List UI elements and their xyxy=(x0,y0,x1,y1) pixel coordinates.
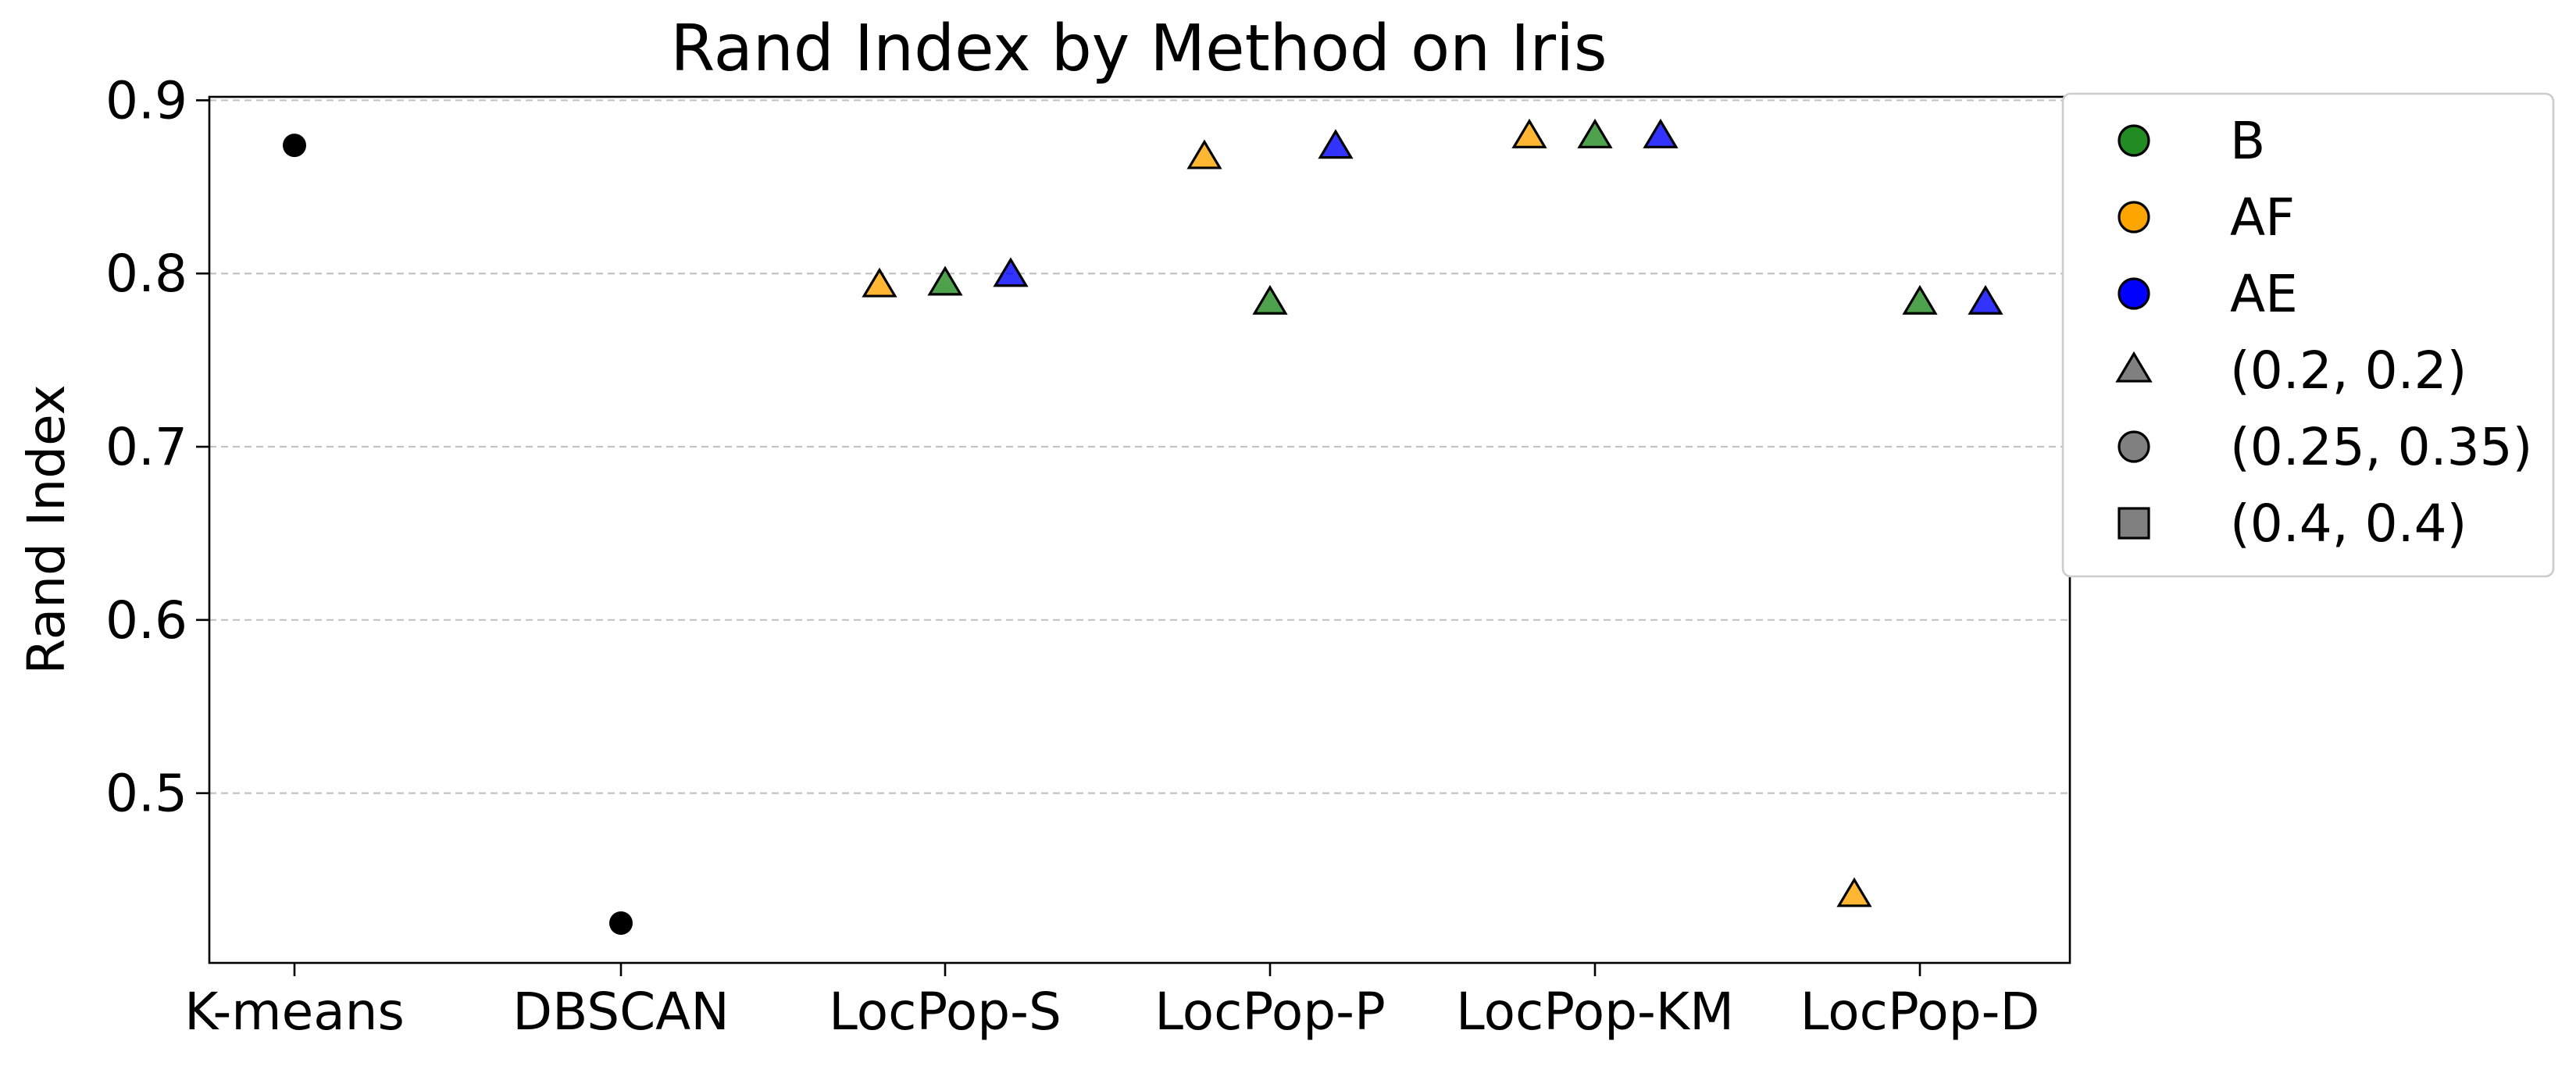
grid-lines xyxy=(209,99,2070,794)
y-axis: 0.5 0.6 0.7 0.8 0.9 xyxy=(105,70,209,824)
x-tick-label: LocPop-P xyxy=(1154,982,1386,1042)
legend-entry: B xyxy=(2118,111,2265,171)
legend-label: B xyxy=(2230,111,2265,171)
point-ae xyxy=(993,257,1029,287)
point-b xyxy=(1577,118,1613,148)
point-af xyxy=(862,267,897,298)
plot-area-frame xyxy=(208,95,2071,964)
legend-box xyxy=(2061,92,2555,578)
chart-title: Rand Index by Method on Iris xyxy=(670,12,1607,86)
legend-marker xyxy=(2118,430,2150,463)
x-tick-label: LocPop-D xyxy=(1800,982,2040,1042)
x-tick-label: DBSCAN xyxy=(512,982,729,1042)
legend: B AF AE (0.2, 0.2) (0.25, 0.35) (0.4, 0.4) xyxy=(2061,92,2555,578)
legend-entry: (0.2, 0.2) xyxy=(2115,340,2467,401)
x-tick-label: LocPop-KM xyxy=(1456,982,1734,1042)
legend-label: AF xyxy=(2230,187,2295,248)
legend-marker xyxy=(2118,277,2150,310)
x-tick-label: K-means xyxy=(184,982,405,1042)
data-points xyxy=(283,118,2003,935)
legend-label: (0.25, 0.35) xyxy=(2230,417,2532,477)
x-tick-label: LocPop-S xyxy=(829,982,1061,1042)
point-ae xyxy=(1643,118,1679,148)
legend-entry: (0.25, 0.35) xyxy=(2118,417,2532,477)
point-ae xyxy=(1968,284,2003,315)
point-b xyxy=(1902,284,1938,315)
point-af xyxy=(1511,118,1547,148)
point-af xyxy=(1186,139,1222,169)
y-tick-label: 0.8 xyxy=(105,244,187,304)
x-axis: K-means DBSCAN LocPop-S LocPop-P LocPop-KM Lo… xyxy=(184,963,2039,1042)
legend-label: (0.4, 0.4) xyxy=(2230,494,2467,554)
legend-entry: (0.4, 0.4) xyxy=(2118,494,2467,554)
point-b xyxy=(1252,284,1288,315)
baseline-point xyxy=(283,134,306,158)
y-tick-label: 0.9 xyxy=(105,70,187,130)
y-tick-label: 0.7 xyxy=(105,417,187,477)
legend-marker xyxy=(2118,507,2150,540)
point-ae xyxy=(1318,129,1354,159)
y-tick-label: 0.5 xyxy=(105,764,187,824)
legend-label: AE xyxy=(2230,264,2298,324)
legend-marker xyxy=(2118,201,2150,234)
legend-marker xyxy=(2115,351,2153,383)
baseline-point xyxy=(609,911,633,935)
legend-entry: AE xyxy=(2118,264,2298,324)
point-b xyxy=(927,266,963,296)
y-axis-label: Rand Index xyxy=(16,384,77,674)
legend-marker xyxy=(2118,124,2150,157)
point-af xyxy=(1836,877,1872,907)
y-tick-label: 0.6 xyxy=(105,590,187,651)
legend-label: (0.2, 0.2) xyxy=(2230,340,2467,401)
legend-entry: AF xyxy=(2118,187,2295,248)
